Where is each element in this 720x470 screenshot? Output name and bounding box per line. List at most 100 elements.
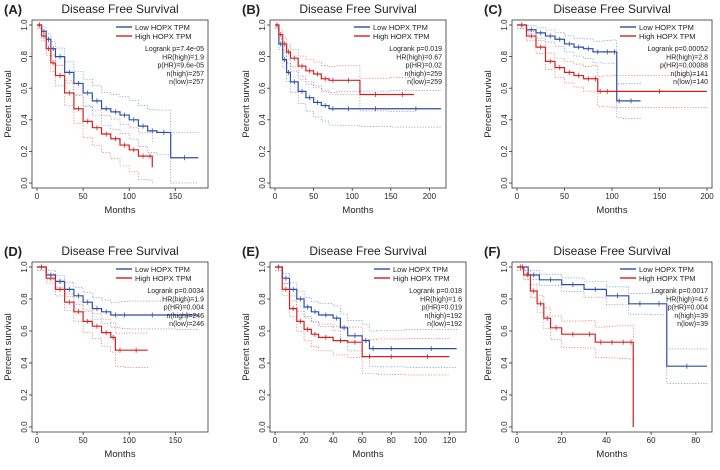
x-tick-label: 0 [273,436,278,445]
x-tick-label: 200 [423,192,437,201]
panel-label: (A) [4,2,22,17]
x-tick-label: 0 [35,192,40,201]
stat-line: p(HR)=0.019 [422,305,462,312]
x-tick-label: 50 [79,436,88,445]
x-tick-label: 20 [557,436,566,445]
stat-line: n(low)=257 [169,79,204,86]
x-tick-label: 50 [560,192,569,201]
plot-title: Disease Free Survival [299,2,416,16]
y-tick-label: 0.0 [500,177,509,189]
legend-label: High HOPX TPM [639,274,696,283]
plot-title: Disease Free Survival [309,244,426,258]
ci-upper-high [275,24,415,79]
x-tick-label: 150 [169,192,183,201]
y-tick-label: 1.0 [500,261,509,273]
x-axis-label: Months [342,205,373,216]
x-tick-label: 80 [691,436,700,445]
y-tick-label: 0.8 [20,293,29,305]
y-tick-label: 0.2 [20,145,29,157]
y-tick-label: 0.4 [258,357,267,369]
stat-line: n(high)=246 [166,313,204,320]
y-tick-label: 0.4 [258,114,267,126]
ci-lower-low [37,27,199,184]
plot-title: Disease Free Survival [61,244,178,258]
ci-lower-high [275,269,450,376]
plot-frame [511,261,713,433]
stat-line: n(low)=259 [407,79,442,86]
y-tick-label: 0.8 [258,293,267,305]
ci-lower-high [517,269,634,427]
y-tick-label: 0.2 [258,145,267,157]
legend-label: High HOPX TPM [135,274,192,283]
x-axis-label: Months [352,449,383,460]
y-tick-label: 1.0 [20,261,29,273]
x-tick-label: 40 [329,436,338,445]
ci-lower-low [275,27,442,128]
survival-curve-low [275,24,441,110]
stat-line: n(low)=246 [169,321,204,328]
x-tick-label: 80 [387,436,396,445]
legend-label: High HOPX TPM [639,32,696,41]
plot-title: Disease Free Survival [553,244,670,258]
y-tick-label: 0.6 [258,82,267,94]
y-tick-label: 0.8 [500,50,509,62]
plot-title: Disease Free Survival [61,2,178,16]
y-axis-label: Percent survival [3,70,14,138]
y-tick-label: 1.0 [258,19,267,31]
ci-lower-low [37,269,199,331]
x-tick-label: 200 [700,192,714,201]
stat-line: Logrank p=0.00052 [647,46,708,53]
y-tick-label: 0.4 [20,357,29,369]
legend-label: High HOPX TPM [393,274,450,283]
y-tick-label: 0.2 [258,389,267,401]
stat-line: n(high)=259 [404,71,442,78]
survival-curve-high [37,24,153,168]
panel-b: (B) Disease Free Survival 0.0 0.2 0.4 0.6 0.8 1… [241,2,447,216]
y-tick-label: 0.0 [20,177,29,189]
y-tick-label: 1.0 [500,19,509,31]
legend-label: Low HOPX TPM [135,23,190,32]
stat-line: HR(high)=1.6 [420,296,462,303]
x-tick-label: 0 [515,436,520,445]
stat-line: HR(high)=0.67 [396,54,442,61]
ci-upper-low [517,266,708,350]
x-tick-label: 40 [602,436,611,445]
stat-line: HR(high)=2.8 [666,54,708,61]
x-tick-label: 100 [414,436,428,445]
y-axis-label: Percent survival [241,313,252,381]
panel-f: (F) Disease Free Survival 0.0 0.2 0.4 0.6 0.8 1… [483,244,713,460]
plot-title: Disease Free Survival [553,2,670,16]
x-tick-label: 100 [123,192,137,201]
y-tick-label: 0.2 [20,389,29,401]
x-tick-label: 60 [647,436,656,445]
survival-curve-high [517,24,707,92]
x-axis-label: Months [596,205,627,216]
ci-upper-high [517,266,634,402]
y-tick-label: 0.6 [500,82,509,94]
stat-line: HR(high)=1.9 [162,296,204,303]
y-tick-label: 0.4 [20,114,29,126]
y-axis-label: Percent survival [3,313,14,381]
stat-line: p(HR)=0.004 [164,305,204,312]
ci-upper-low [275,266,457,332]
survival-curve-high [517,266,634,427]
survival-curve-low [517,266,707,367]
x-axis-label: Months [104,205,135,216]
y-tick-label: 0.2 [500,145,509,157]
stat-line: p(HR)=0.004 [668,305,708,312]
panel-label: (D) [4,244,22,259]
y-tick-label: 0.4 [500,357,509,369]
x-tick-label: 100 [346,192,360,201]
x-tick-label: 100 [123,436,137,445]
stat-line: Logrank p=0.0034 [147,288,204,295]
stat-line: n(low)=140 [673,79,708,86]
y-axis-label: Percent survival [483,70,494,138]
stat-line: n(high)=257 [166,71,204,78]
ci-lower-high [37,27,153,183]
stat-line: Logrank p=0.0017 [651,288,708,295]
x-tick-label: 150 [169,436,183,445]
stat-line: HR(high)=4.6 [666,296,708,303]
stat-line: p(HR)=9.6e-05 [158,63,205,70]
y-tick-label: 0.8 [20,50,29,62]
